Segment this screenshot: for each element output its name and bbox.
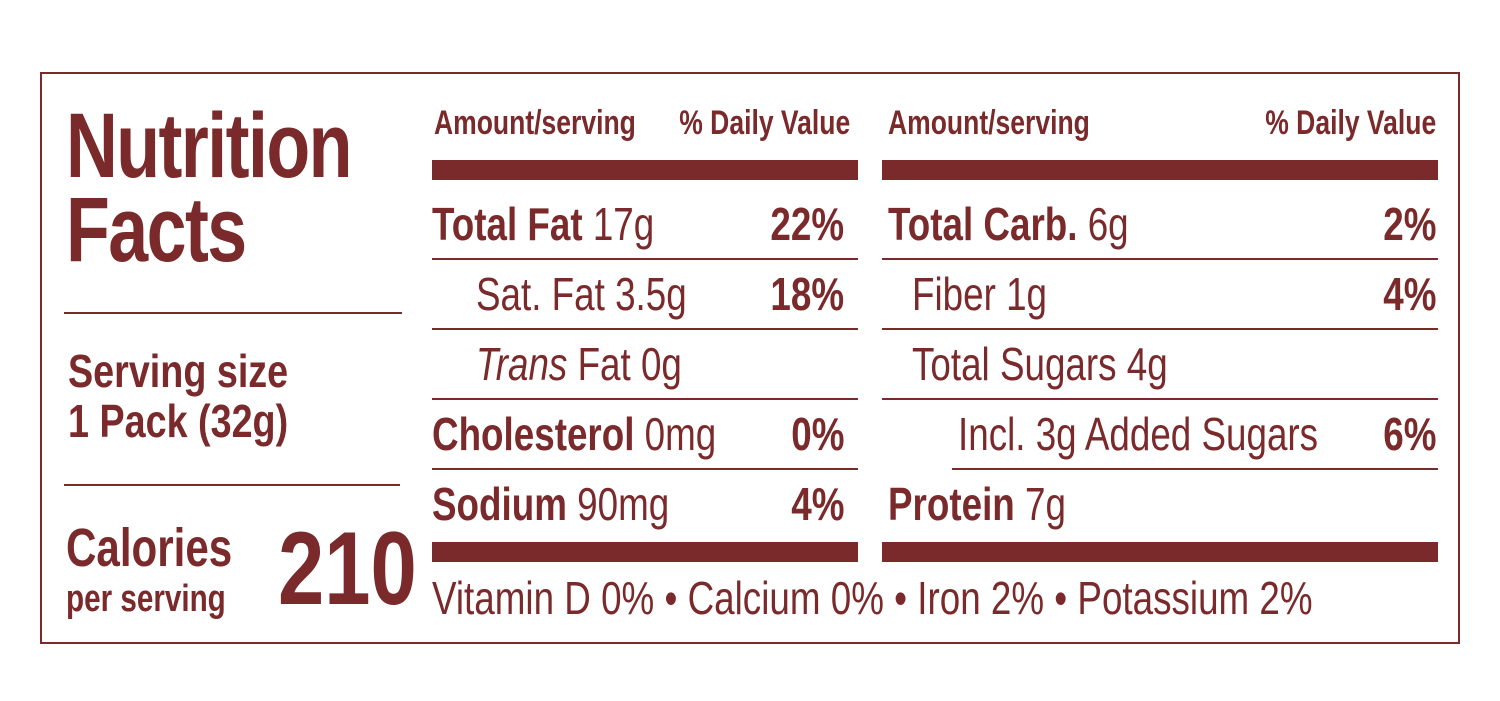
nutrient-amount: 4g <box>1126 338 1168 390</box>
daily-value-header-right: % Daily Value <box>1264 104 1436 142</box>
nutrient-name: Total Sugars <box>912 338 1117 390</box>
nutrient-row-protein: Protein 7g <box>882 470 1438 540</box>
nutrient-amount: 90mg <box>577 478 670 530</box>
header-bar-left <box>432 160 858 180</box>
amount-header-right: Amount/serving <box>888 104 1090 142</box>
nutrient-amount: 7g <box>1025 478 1066 530</box>
nutrient-row-total-sugars: Total Sugars 4g <box>882 330 1438 400</box>
title-line-2: Facts <box>66 179 247 281</box>
nutrient-daily-value: 4% <box>1382 268 1436 320</box>
nutrient-amount: 17g <box>592 198 655 250</box>
serving-size-label: Serving size <box>68 345 289 397</box>
title-divider <box>64 312 402 314</box>
nutrient-row-trans-fat: Trans Fat 0g <box>432 330 858 400</box>
calories-per-serving-label: per serving <box>66 578 226 620</box>
amount-header-left: Amount/serving <box>434 104 636 142</box>
nutrient-name: Total Carb. <box>888 198 1078 250</box>
nutrient-amount: 3.5g <box>615 268 687 320</box>
nutrient-name: Incl. 3g Added Sugars <box>958 408 1319 460</box>
nutrient-row-sat-fat: Sat. Fat 3.5g 18% <box>432 260 858 330</box>
nutrient-column-left: Amount/serving % Daily Value Total Fat 1… <box>432 98 858 568</box>
nutrient-row-total-carb: Total Carb. 6g 2% <box>882 190 1438 260</box>
nutrient-name: Fiber <box>912 268 996 320</box>
nutrient-daily-value: 18% <box>770 268 844 320</box>
nutrient-amount: 1g <box>1006 268 1048 320</box>
nutrient-column-right: Amount/serving % Daily Value Total Carb.… <box>882 98 1438 568</box>
nutrient-daily-value: 0% <box>790 408 844 460</box>
nutrient-daily-value: 2% <box>1382 198 1436 250</box>
nutrient-name: Cholesterol <box>432 408 635 460</box>
nutrient-daily-value: 4% <box>790 478 844 530</box>
footer-bar-right <box>882 542 1438 562</box>
nutrient-name: Total Fat <box>432 198 583 250</box>
nutrient-daily-value: 22% <box>770 198 844 250</box>
title-line-1: Nutrition <box>66 95 352 197</box>
nutrient-amount: 6g <box>1087 198 1129 250</box>
header-bar-right <box>882 160 1438 180</box>
daily-value-header-left: % Daily Value <box>678 104 850 142</box>
vitamins-minerals-line: Vitamin D 0% • Calcium 0% • Iron 2% • Po… <box>432 572 1313 624</box>
nutrient-name: Protein <box>888 478 1015 530</box>
calories-label: Calories <box>66 518 233 578</box>
nutrition-facts-label: Nutrition Facts Serving size 1 Pack (32g… <box>40 72 1460 644</box>
footer-bar-left <box>432 542 858 562</box>
calories-value: 210 <box>278 511 417 627</box>
nutrient-amount: 0mg <box>644 408 717 460</box>
nutrient-name: Trans <box>476 338 568 390</box>
serving-size-value: 1 Pack (32g) <box>68 395 289 447</box>
serving-divider <box>64 484 400 486</box>
nutrient-row-sodium: Sodium 90mg 4% <box>432 470 858 540</box>
nutrient-amount: Fat 0g <box>577 338 682 390</box>
nutrient-name: Sodium <box>432 478 567 530</box>
nutrient-row-added-sugars: Incl. 3g Added Sugars 6% <box>952 400 1438 470</box>
nutrition-facts-title: Nutrition Facts <box>66 100 431 276</box>
nutrient-daily-value: 6% <box>1382 408 1436 460</box>
nutrient-row-total-fat: Total Fat 17g 22% <box>432 190 858 260</box>
nutrient-row-cholesterol: Cholesterol 0mg 0% <box>432 400 858 470</box>
nutrient-name: Sat. Fat <box>476 268 605 320</box>
nutrient-row-fiber: Fiber 1g 4% <box>882 260 1438 330</box>
